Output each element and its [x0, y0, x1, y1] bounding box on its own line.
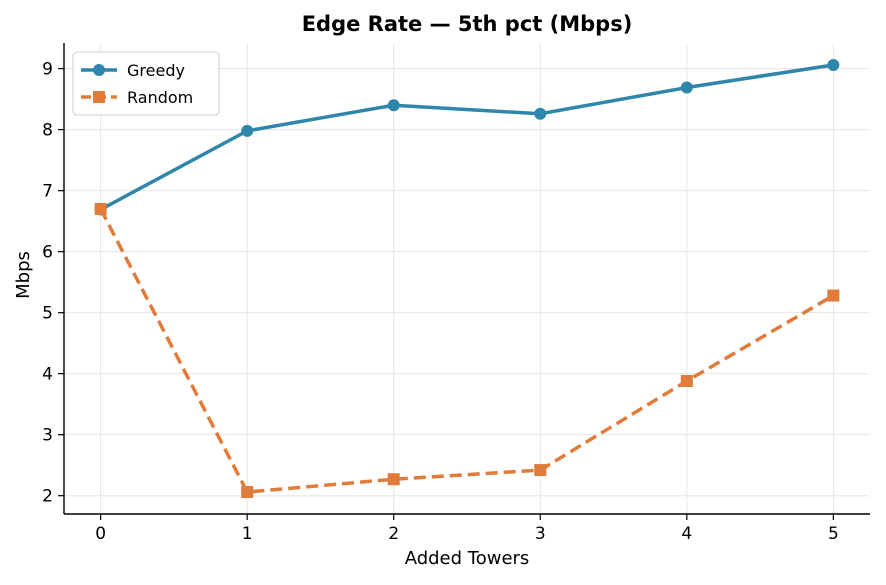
- legend-box: [72, 51, 220, 116]
- x-tick-label: 1: [242, 524, 253, 544]
- x-tick-label: 4: [681, 524, 692, 544]
- series-line-greedy: [99, 63, 834, 212]
- data-point-random: [387, 473, 400, 486]
- y-tick-label: 7: [42, 182, 53, 202]
- y-axis-label: Mbps: [13, 251, 34, 299]
- legend-label-random: Random: [127, 88, 193, 107]
- data-point-greedy: [387, 99, 400, 112]
- data-point-random: [680, 374, 693, 387]
- data-point-greedy: [534, 107, 547, 120]
- legend-marker-random: [93, 91, 105, 103]
- data-point-greedy: [680, 81, 693, 94]
- y-tick-label: 8: [42, 121, 53, 141]
- series-line-random: [99, 208, 835, 494]
- data-point-random: [241, 486, 254, 499]
- data-point-random: [827, 289, 840, 302]
- axes: [63, 43, 870, 515]
- data-point-greedy: [827, 58, 840, 71]
- x-axis-ticks: 0 1 2 3 4 5: [95, 514, 839, 544]
- y-axis-ticks: 2 3 4 5 6 7 8 9: [42, 60, 64, 507]
- x-tick-label: 2: [388, 524, 399, 544]
- y-tick-label: 5: [42, 304, 53, 324]
- data-point-random: [94, 202, 107, 215]
- x-tick-label: 0: [95, 524, 106, 544]
- x-tick-label: 3: [535, 524, 546, 544]
- data-point-greedy: [241, 124, 254, 137]
- y-tick-label: 2: [42, 487, 53, 507]
- x-axis-label: Added Towers: [405, 548, 530, 569]
- y-tick-label: 9: [42, 60, 53, 80]
- legend-label-greedy: Greedy: [127, 61, 185, 80]
- x-tick-label: 5: [828, 524, 839, 544]
- y-tick-label: 4: [42, 365, 53, 385]
- legend: Greedy Random: [72, 51, 220, 116]
- grid: [64, 43, 870, 514]
- legend-marker-greedy: [93, 64, 105, 76]
- y-tick-label: 3: [42, 426, 53, 446]
- chart-title: Edge Rate — 5th pct (Mbps): [302, 12, 633, 36]
- series-layer: [94, 58, 840, 499]
- data-point-random: [534, 464, 547, 477]
- y-tick-label: 6: [42, 243, 53, 263]
